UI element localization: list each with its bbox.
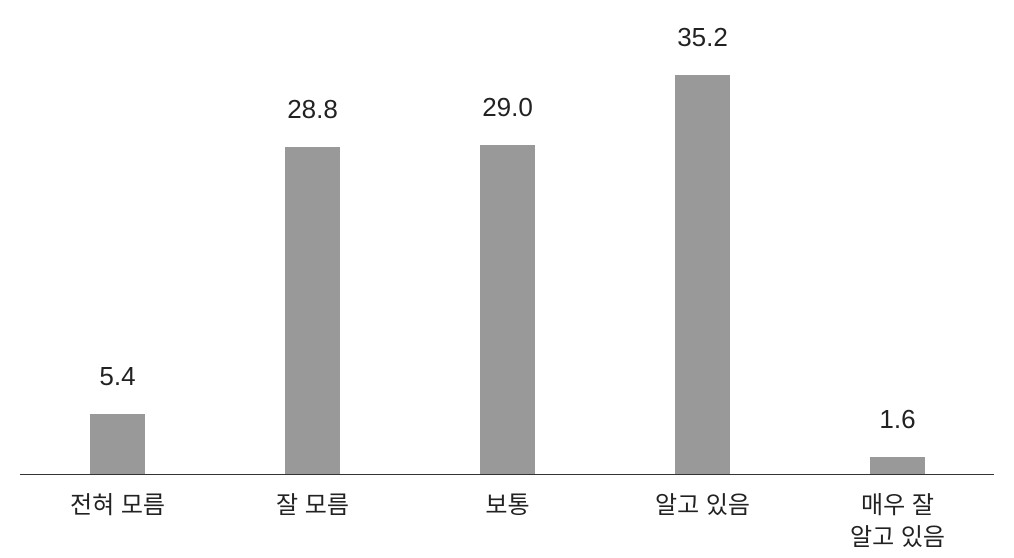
x-label: 알고 있음 — [605, 490, 800, 522]
bar — [480, 145, 535, 475]
value-label: 5.4 — [20, 361, 215, 392]
bar-group: 28.8 — [215, 20, 410, 475]
value-label: 35.2 — [605, 22, 800, 53]
x-label: 잘 모름 — [215, 490, 410, 522]
bar — [285, 147, 340, 475]
bar — [675, 75, 730, 475]
bar-group: 5.4 — [20, 20, 215, 475]
value-label: 29.0 — [410, 92, 605, 123]
plot-area: 5.4 28.8 29.0 35.2 1.6 — [20, 20, 994, 475]
x-label: 보통 — [410, 490, 605, 522]
x-label: 전혀 모름 — [20, 490, 215, 522]
bar — [90, 414, 145, 475]
value-label: 1.6 — [800, 404, 995, 435]
x-axis-baseline — [20, 474, 994, 475]
bar-group: 29.0 — [410, 20, 605, 475]
bar-group: 35.2 — [605, 20, 800, 475]
value-label: 28.8 — [215, 94, 410, 125]
bar — [870, 457, 925, 475]
x-label: 매우 잘알고 있음 — [800, 490, 995, 555]
bar-group: 1.6 — [800, 20, 995, 475]
bar-chart: 5.4 28.8 29.0 35.2 1.6 전혀 모름 잘 모름 보통 알고 … — [0, 0, 1014, 558]
